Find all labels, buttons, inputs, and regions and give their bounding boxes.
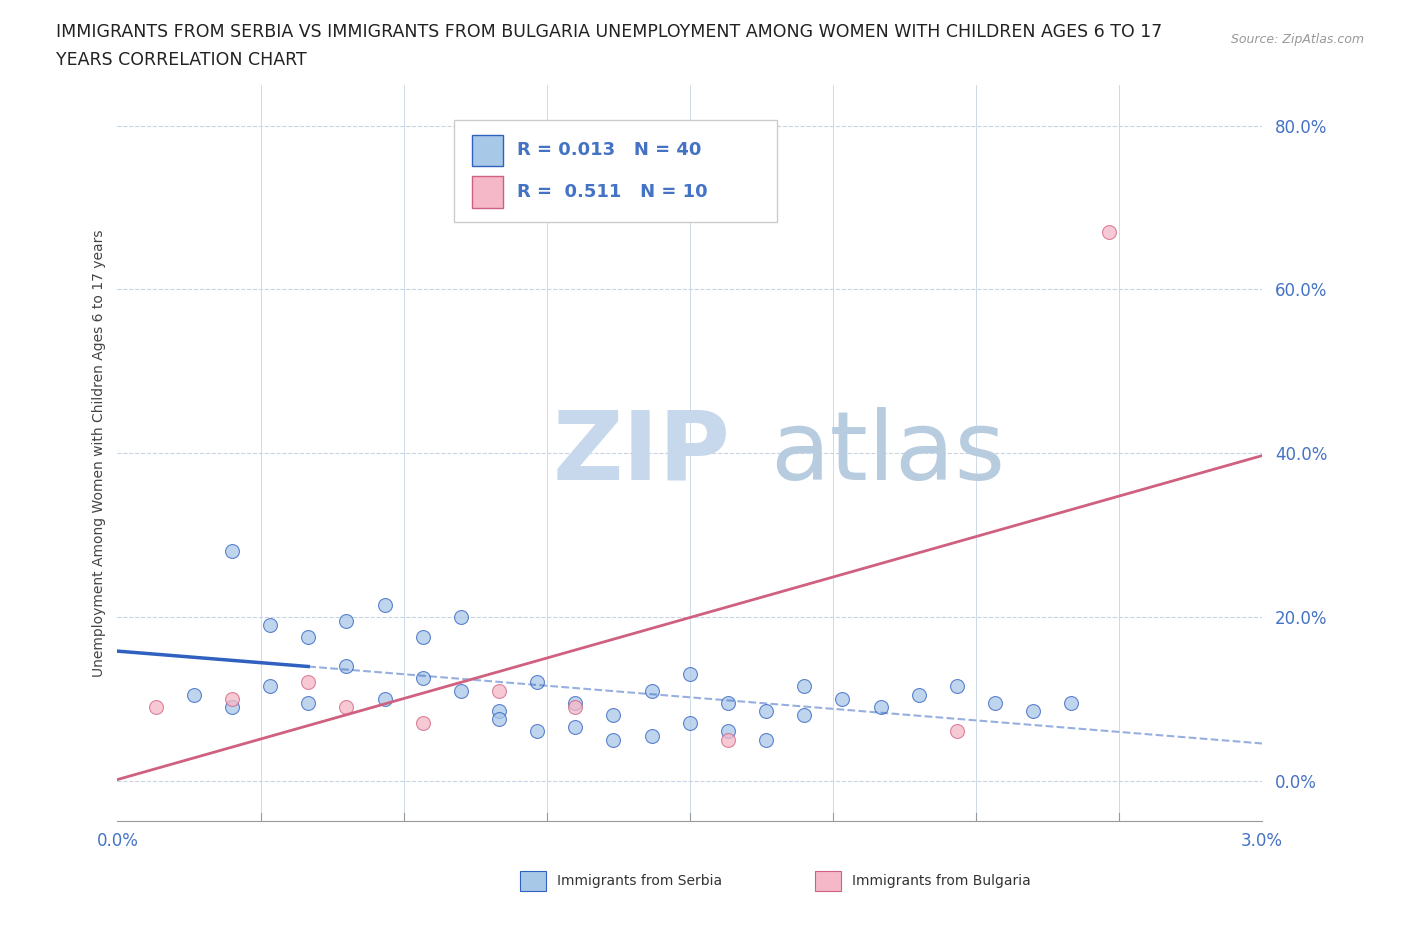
Text: ZIP: ZIP [553, 406, 730, 499]
Point [717, 696, 740, 711]
Point [717, 732, 740, 747]
Point [640, 683, 662, 698]
Text: YEARS CORRELATION CHART: YEARS CORRELATION CHART [56, 51, 307, 69]
Text: Immigrants from Bulgaria: Immigrants from Bulgaria [852, 874, 1031, 888]
Text: R =  0.511   N = 10: R = 0.511 N = 10 [517, 183, 707, 201]
Point [183, 687, 205, 702]
Point [335, 699, 357, 714]
Y-axis label: Unemployment Among Women with Children Ages 6 to 17 years: Unemployment Among Women with Children A… [93, 230, 107, 677]
Point [221, 691, 243, 706]
Point [717, 724, 740, 738]
Point [602, 732, 624, 747]
Point [1098, 225, 1121, 240]
Text: atlas: atlas [770, 406, 1005, 499]
Point [412, 716, 434, 731]
Point [297, 630, 319, 644]
Point [526, 724, 548, 738]
Point [679, 667, 702, 682]
Point [755, 703, 778, 718]
Point [297, 696, 319, 711]
Point [373, 597, 395, 612]
Point [145, 699, 167, 714]
Point [373, 691, 395, 706]
Point [259, 679, 281, 694]
Point [221, 544, 243, 559]
Point [564, 696, 586, 711]
Point [335, 658, 357, 673]
Point [679, 716, 702, 731]
Point [984, 696, 1007, 711]
Point [831, 691, 853, 706]
Point [907, 687, 929, 702]
Point [488, 703, 510, 718]
Point [412, 671, 434, 685]
Point [221, 699, 243, 714]
Point [564, 699, 586, 714]
Point [526, 675, 548, 690]
Point [755, 732, 778, 747]
Point [564, 720, 586, 735]
Point [640, 728, 662, 743]
Point [1060, 696, 1083, 711]
Point [602, 708, 624, 723]
Point [793, 708, 815, 723]
Text: Source: ZipAtlas.com: Source: ZipAtlas.com [1230, 33, 1364, 46]
Point [450, 609, 472, 624]
Point [1022, 703, 1045, 718]
Text: Immigrants from Serbia: Immigrants from Serbia [557, 874, 721, 888]
Point [488, 711, 510, 726]
Point [946, 679, 969, 694]
Point [297, 675, 319, 690]
Point [259, 618, 281, 632]
Point [793, 679, 815, 694]
Point [946, 724, 969, 738]
Point [412, 630, 434, 644]
Text: IMMIGRANTS FROM SERBIA VS IMMIGRANTS FROM BULGARIA UNEMPLOYMENT AMONG WOMEN WITH: IMMIGRANTS FROM SERBIA VS IMMIGRANTS FRO… [56, 23, 1163, 41]
Point [488, 683, 510, 698]
Point [869, 699, 891, 714]
Point [335, 614, 357, 629]
Point [450, 683, 472, 698]
Text: R = 0.013   N = 40: R = 0.013 N = 40 [517, 141, 702, 159]
